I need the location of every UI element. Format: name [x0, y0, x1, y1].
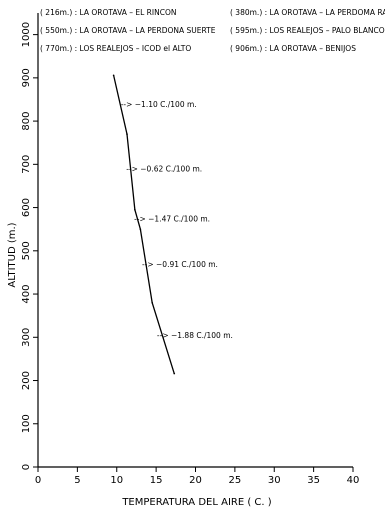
x-tick-label: 0	[35, 475, 41, 486]
y-tick-label: 700	[21, 155, 32, 174]
x-tick-label: 5	[74, 475, 80, 486]
x-tick-label: 30	[268, 475, 281, 486]
data-point	[112, 74, 115, 77]
y-tick-label: 200	[21, 371, 32, 390]
data-point	[126, 133, 128, 135]
x-tick-label: 10	[110, 475, 123, 486]
legend-entry: ( 380m.) : LA OROTAVA – LA PERDOMA RATIN…	[230, 8, 385, 17]
gradient-annotation: --> −1.47 C./100 m.	[134, 214, 210, 223]
y-tick-label: 0	[21, 464, 32, 470]
y-tick-label: 600	[21, 198, 32, 217]
series-line	[112, 75, 175, 374]
x-axis-ticks: 0 5 10 15 20 25 30 35 40	[35, 467, 360, 486]
legend-entry: ( 595m.) : LOS REALEJOS – PALO BLANCO	[230, 26, 385, 35]
axes	[37, 13, 353, 468]
x-tick-label: 25	[229, 475, 242, 486]
gradient-annotation: --> −1.10 C./100 m.	[121, 100, 197, 109]
data-point	[151, 301, 153, 304]
y-tick-label: 500	[21, 241, 32, 260]
y-tick-label: 1000	[21, 22, 32, 47]
y-axis-ticks: 0 100 200 300 400 500 600 700 800 900 1000	[21, 22, 38, 470]
x-tick-label: 20	[189, 475, 202, 486]
annotation-layer: --> −1.10 C./100 m. --> −0.62 C./100 m. --…	[121, 100, 233, 340]
data-point	[139, 228, 142, 230]
data-point	[173, 372, 176, 375]
legend-entry: ( 216m.) : LA OROTAVA – EL RINCON	[40, 8, 176, 17]
legend-entry: ( 906m.) : LA OROTAVA – BENIJOS	[230, 44, 356, 53]
y-tick-label: 300	[21, 328, 32, 347]
legend-entry: ( 550m.) : LA OROTAVA – LA PERDONA SUERT…	[40, 26, 216, 35]
x-tick-label: 15	[150, 475, 163, 486]
series-layer	[112, 74, 176, 375]
y-tick-label: 100	[21, 414, 32, 433]
y-tick-label: 400	[21, 285, 32, 304]
gradient-annotation: --> −1.88 C./100 m.	[157, 331, 233, 340]
station-legend: ( 216m.) : LA OROTAVA – EL RINCON ( 380m…	[40, 8, 385, 53]
y-tick-label: 800	[21, 112, 32, 131]
legend-entry: ( 770m.) : LOS REALEJOS – ICOD el ALTO	[40, 44, 191, 53]
gradient-annotation: --> −0.91 C./100 m.	[142, 260, 218, 269]
data-point	[134, 208, 136, 211]
x-tick-label: 35	[307, 475, 320, 486]
gradient-annotation: --> −0.62 C./100 m.	[126, 165, 202, 174]
y-axis-label: ALTITUD (m.)	[7, 222, 18, 287]
x-tick-label: 40	[347, 475, 360, 486]
y-tick-label: 900	[21, 68, 32, 87]
x-axis-label: TEMPERATURA DEL AIRE ( C. )	[121, 497, 271, 508]
